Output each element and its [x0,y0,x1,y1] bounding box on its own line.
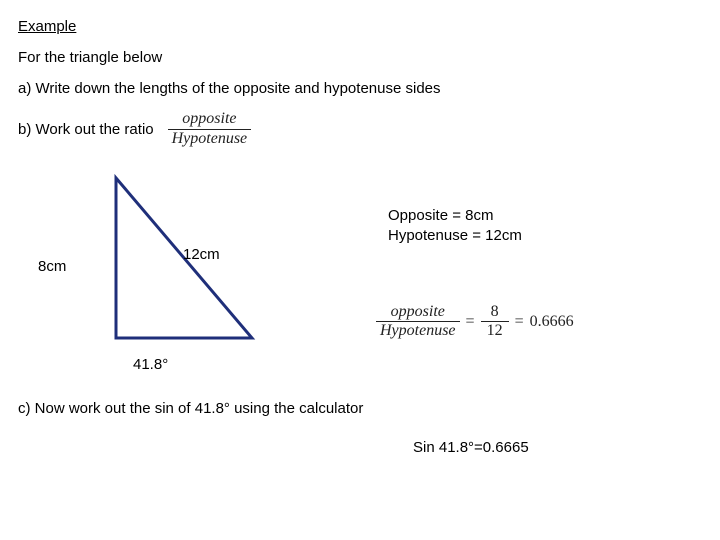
label-hypotenuse-side: 12cm [183,246,220,263]
worksheet-page: Example For the triangle below a) Write … [0,0,720,540]
answers-block: Opposite = 8cm Hypotenuse = 12cm [388,206,522,247]
ratio-denominator: Hypotenuse [168,129,252,148]
part-b: b) Work out the ratio opposite Hypotenus… [18,111,700,148]
answer-opposite: Opposite = 8cm [388,206,522,226]
diagram-area: 8cm 12cm 41.8° Opposite = 8cm Hypotenuse… [18,166,700,396]
equals-2: = [515,313,524,331]
sin-result: Sin 41.8°=0.6665 [18,439,700,456]
eq-mid-fraction: 8 12 [481,304,509,341]
equation: opposite Hypotenuse = 8 12 = 0.6666 [376,304,574,341]
eq-rhs: 0.6666 [530,313,574,331]
answer-hypotenuse: Hypotenuse = 12cm [388,226,522,246]
label-opposite-side: 8cm [38,258,66,275]
eq-lhs-num: opposite [387,304,449,322]
equals-1: = [466,313,475,331]
eq-lhs-den: Hypotenuse [376,321,460,340]
part-b-text: b) Work out the ratio [18,121,154,138]
ratio-numerator: opposite [178,111,240,129]
part-a: a) Write down the lengths of the opposit… [18,80,700,97]
example-heading: Example [18,18,700,35]
eq-lhs-fraction: opposite Hypotenuse [376,304,460,341]
eq-mid-den: 12 [481,321,509,340]
part-c: c) Now work out the sin of 41.8° using t… [18,400,700,417]
intro-line: For the triangle below [18,49,700,66]
label-angle: 41.8° [133,356,168,373]
ratio-fraction: opposite Hypotenuse [168,111,252,148]
eq-mid-num: 8 [485,304,505,322]
